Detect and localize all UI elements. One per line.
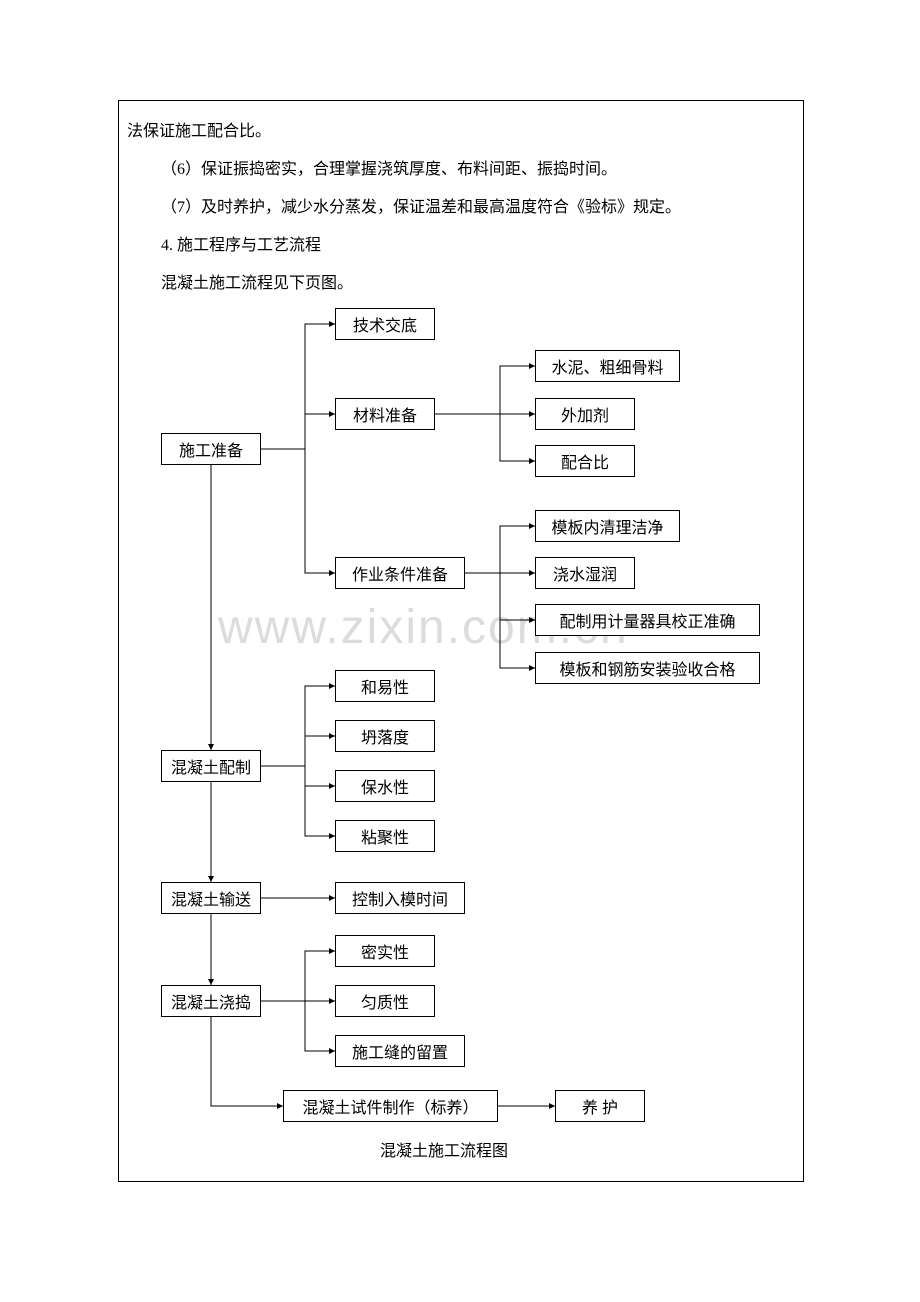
flowchart-node: 混凝土试件制作（标养） xyxy=(283,1090,498,1122)
flowchart-node: 混凝土浇捣 xyxy=(161,985,261,1017)
flowchart-node: 模板内清理洁净 xyxy=(535,510,680,542)
para-line-5: 混凝土施工流程见下页图。 xyxy=(161,269,353,293)
flowchart-node: 配制用计量器具校正准确 xyxy=(535,604,760,636)
flowchart-node: 和易性 xyxy=(335,670,435,702)
flowchart-node: 粘聚性 xyxy=(335,820,435,852)
para-line-2: （6）保证振捣密实，合理掌握浇筑厚度、布料间距、振捣时间。 xyxy=(161,155,617,179)
flowchart-node: 坍落度 xyxy=(335,720,435,752)
flowchart-node: 施工缝的留置 xyxy=(335,1035,465,1067)
flowchart-node: 模板和钢筋安装验收合格 xyxy=(535,652,760,684)
flowchart-node: 养 护 xyxy=(555,1090,645,1122)
flowchart-node: 外加剂 xyxy=(535,398,635,430)
para-line-1: 法保证施工配合比。 xyxy=(127,117,271,141)
flowchart-node: 密实性 xyxy=(335,935,435,967)
flowchart-node: 材料准备 xyxy=(335,398,435,430)
flowchart-caption: 混凝土施工流程图 xyxy=(380,1137,508,1161)
flowchart-node: 浇水湿润 xyxy=(535,557,635,589)
flowchart-node: 作业条件准备 xyxy=(335,557,465,589)
flowchart-node: 技术交底 xyxy=(335,308,435,340)
flowchart-node: 施工准备 xyxy=(161,433,261,465)
flowchart-node: 混凝土配制 xyxy=(161,750,261,782)
flowchart-node: 配合比 xyxy=(535,445,635,477)
flowchart-node: 保水性 xyxy=(335,770,435,802)
flowchart-node: 匀质性 xyxy=(335,985,435,1017)
flowchart-node: 水泥、粗细骨料 xyxy=(535,350,680,382)
flowchart-node: 混凝土输送 xyxy=(161,882,261,914)
page-border xyxy=(118,100,804,1182)
flowchart-node: 控制入模时间 xyxy=(335,882,465,914)
para-line-4: 4. 施工程序与工艺流程 xyxy=(161,231,321,255)
page: 法保证施工配合比。 （6）保证振捣密实，合理掌握浇筑厚度、布料间距、振捣时间。 … xyxy=(0,0,920,1302)
para-line-3: （7）及时养护，减少水分蒸发，保证温差和最高温度符合《验标》规定。 xyxy=(161,193,681,217)
